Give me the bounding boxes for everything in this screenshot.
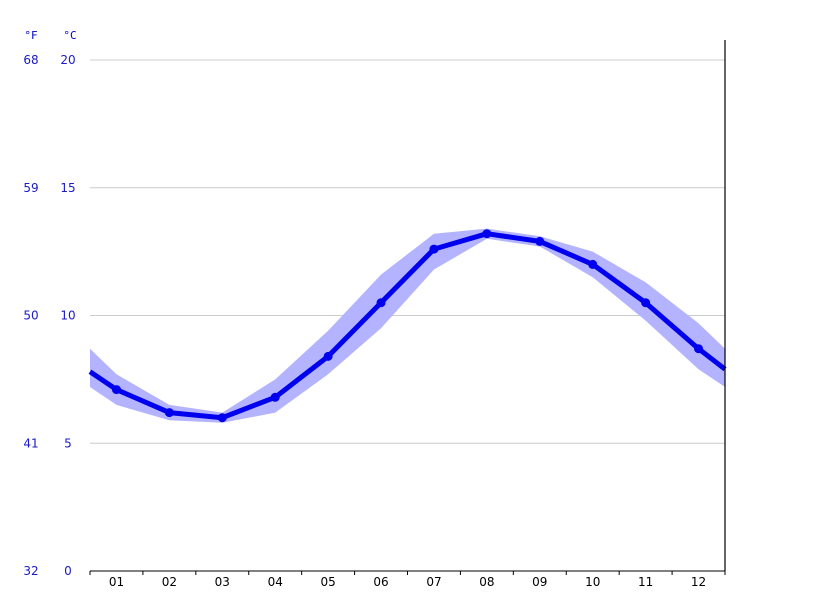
axes	[89, 40, 726, 575]
data-point	[694, 344, 704, 354]
x-tick-label: 06	[373, 575, 388, 589]
x-axis-tick-labels: 01 02 03 04 05 06 07 08 09 10 11 12	[109, 575, 706, 589]
y-axis-tick-labels: 32 0 41 5 50 10 59 15 68 20	[23, 53, 75, 578]
temperature-range-band	[90, 228, 725, 423]
data-point	[482, 229, 492, 239]
x-tick-label: 09	[532, 575, 547, 589]
temperature-points	[111, 229, 704, 423]
data-point	[164, 408, 174, 418]
y-tick-label-fahrenheit: 59	[23, 181, 38, 195]
data-point	[429, 244, 439, 254]
data-point	[376, 298, 386, 308]
gridlines	[90, 59, 725, 444]
x-tick-label: 10	[585, 575, 600, 589]
range-band-area	[90, 228, 725, 423]
y-tick-label-fahrenheit: 32	[23, 564, 38, 578]
x-tick-label: 07	[426, 575, 441, 589]
data-point	[535, 236, 545, 246]
x-tick-label: 01	[109, 575, 124, 589]
celsius-unit-label: °C	[63, 29, 76, 42]
data-point	[323, 351, 333, 361]
y-tick-label-fahrenheit: 50	[23, 309, 38, 323]
temperature-series-line	[88, 231, 727, 421]
data-point	[588, 259, 598, 269]
data-point	[217, 413, 227, 423]
x-tick-label: 02	[162, 575, 177, 589]
y-tick-label-celsius: 5	[64, 436, 72, 450]
data-point	[270, 392, 280, 402]
temperature-line	[88, 231, 727, 421]
x-tick-label: 05	[320, 575, 335, 589]
y-tick-label-celsius: 20	[60, 53, 75, 67]
x-tick-label: 03	[215, 575, 230, 589]
y-tick-label-celsius: 0	[64, 564, 72, 578]
x-tick-label: 12	[691, 575, 706, 589]
fahrenheit-unit-label: °F	[24, 29, 37, 42]
y-tick-label-fahrenheit: 68	[23, 53, 38, 67]
x-tick-label: 08	[479, 575, 494, 589]
data-point	[111, 385, 121, 395]
y-tick-label-celsius: 15	[60, 181, 75, 195]
x-tick-label: 04	[268, 575, 283, 589]
y-tick-label-fahrenheit: 41	[23, 436, 38, 450]
y-tick-label-celsius: 10	[60, 309, 75, 323]
x-tick-label: 11	[638, 575, 653, 589]
data-point	[641, 298, 651, 308]
